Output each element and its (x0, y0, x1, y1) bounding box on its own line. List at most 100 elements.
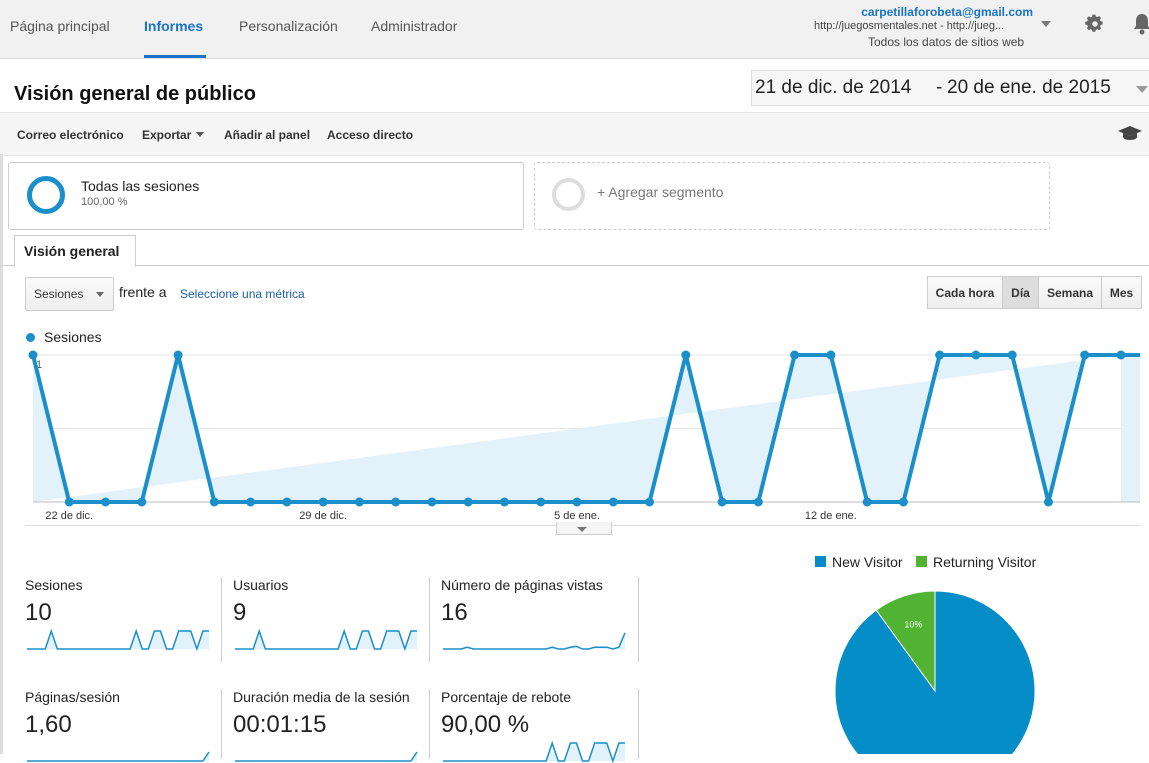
versus-label: frente a (119, 284, 167, 300)
metric-label: Sesiones (25, 577, 83, 593)
shortcut-button[interactable]: Acceso directo (327, 128, 414, 142)
account-property[interactable]: http://juegosmentales.net - http://jueg.… (814, 20, 1005, 32)
export-button[interactable]: Exportar (142, 128, 192, 142)
empty-segment-icon (552, 178, 585, 211)
visitor-type-pie-chart: 10% (834, 590, 1036, 754)
data-point (64, 497, 74, 507)
segment-percent: 100,00 % (81, 196, 128, 208)
data-point (935, 350, 945, 360)
series-area (33, 355, 1140, 502)
data-point (318, 497, 328, 507)
segment-ring-icon (27, 176, 65, 214)
metric-label: Páginas/sesión (25, 689, 120, 705)
x-tick-label: 5 de ene. (554, 510, 600, 522)
add-segment-card[interactable] (534, 162, 1050, 230)
card-divider (429, 577, 430, 662)
account-view[interactable]: Todos los datos de sitios web (868, 35, 1025, 49)
granularity-day[interactable]: Día (1002, 276, 1039, 309)
granularity-week[interactable]: Semana (1038, 276, 1102, 309)
sparkline-area (27, 631, 209, 649)
data-point (499, 497, 509, 507)
data-point (681, 350, 691, 360)
data-point (572, 497, 582, 507)
metric-label: Usuarios (233, 577, 289, 593)
x-tick-label: 29 de dic. (299, 510, 347, 522)
segment-all-sessions[interactable] (8, 162, 524, 230)
add-segment-label[interactable]: + Agregar segmento (597, 184, 724, 200)
data-point (536, 497, 546, 507)
tab-overview[interactable]: Visión general (14, 235, 136, 267)
data-point (608, 497, 618, 507)
legend-marker (26, 333, 35, 342)
date-end: 20 de ene. de 2015 (947, 77, 1111, 98)
select-metric-link[interactable]: Seleccione una métrica (180, 287, 305, 301)
date-separator: - (936, 77, 943, 98)
pie-slice-label: 10% (904, 619, 922, 629)
data-point (790, 350, 800, 360)
metric-label: Número de páginas vistas (441, 577, 603, 593)
gear-icon[interactable] (1084, 13, 1106, 35)
card-divider (221, 689, 222, 759)
metric-select[interactable]: Sesiones (25, 277, 114, 311)
legend-new-visitor: New Visitor (832, 554, 903, 570)
metric-label: Duración media de la sesión (233, 689, 410, 705)
active-tab-indicator (144, 55, 206, 58)
data-point (246, 497, 256, 507)
data-point (209, 497, 219, 507)
data-point (28, 350, 38, 360)
granularity-month[interactable]: Mes (1101, 276, 1142, 309)
export-dropdown-icon[interactable] (196, 132, 204, 137)
sparkline-area (235, 631, 417, 649)
x-tick-label: 12 de ene. (805, 510, 857, 522)
metric-sparkline (235, 751, 418, 762)
date-start: 21 de dic. de 2014 (755, 77, 912, 98)
nav-admin[interactable]: Administrador (371, 18, 458, 34)
granularity-hourly[interactable]: Cada hora (927, 276, 1003, 309)
left-border (0, 154, 3, 754)
x-tick-label: 22 de dic. (45, 510, 93, 522)
collapse-chart-icon[interactable] (577, 527, 587, 532)
metric-value: 10 (25, 599, 52, 626)
bell-icon[interactable] (1131, 12, 1149, 36)
pie-slice-returning-visitor (875, 590, 936, 693)
account-email[interactable]: carpetillaforobeta@gmail.com (861, 5, 1033, 19)
metric-sparkline (443, 632, 626, 650)
sessions-line-chart: 10,522 de dic.29 de dic.5 de ene.12 de e… (28, 350, 1140, 522)
account-dropdown-icon[interactable] (1041, 21, 1051, 27)
top-nav: Página principal Informes Personalizació… (0, 0, 1149, 59)
nav-reports[interactable]: Informes (144, 18, 204, 34)
data-point (971, 350, 981, 360)
sparkline-area (27, 752, 209, 761)
sparkline-line (235, 629, 417, 651)
graduation-cap-icon[interactable] (1118, 124, 1142, 142)
data-point (391, 497, 401, 507)
card-divider (638, 577, 639, 662)
metric-sparkline (27, 751, 210, 762)
metric-value: 00:01:15 (233, 711, 327, 738)
visitor-type-pie-wrap: 10% (833, 589, 1037, 754)
data-point (826, 350, 836, 360)
add-to-dashboard-button[interactable]: Añadir al panel (224, 128, 311, 142)
report-toolbar: Correo electrónico Exportar Añadir al pa… (0, 112, 1149, 156)
date-dropdown-icon[interactable] (1136, 86, 1148, 93)
nav-home[interactable]: Página principal (10, 18, 110, 34)
date-range-picker[interactable]: 21 de dic. de 2014 - 20 de ene. de 2015 (751, 70, 1149, 106)
series-line (31, 353, 1140, 504)
data-point (101, 497, 111, 507)
metric-label: Porcentaje de rebote (441, 689, 571, 705)
data-point (753, 497, 763, 507)
chevron-down-icon[interactable] (96, 292, 104, 297)
email-button[interactable]: Correo electrónico (17, 128, 124, 142)
tab-divider (0, 265, 1149, 266)
data-point (1007, 350, 1017, 360)
data-point (1116, 350, 1126, 360)
sparkline-line (235, 751, 418, 762)
sparkline-line (443, 632, 626, 650)
legend-returning-visitor-swatch (916, 556, 927, 567)
segment-name: Todas las sesiones (81, 178, 200, 194)
data-point (1043, 497, 1053, 507)
data-point (645, 497, 655, 507)
nav-customization[interactable]: Personalización (239, 18, 338, 34)
card-divider (429, 689, 430, 759)
sparkline-area (235, 752, 417, 761)
